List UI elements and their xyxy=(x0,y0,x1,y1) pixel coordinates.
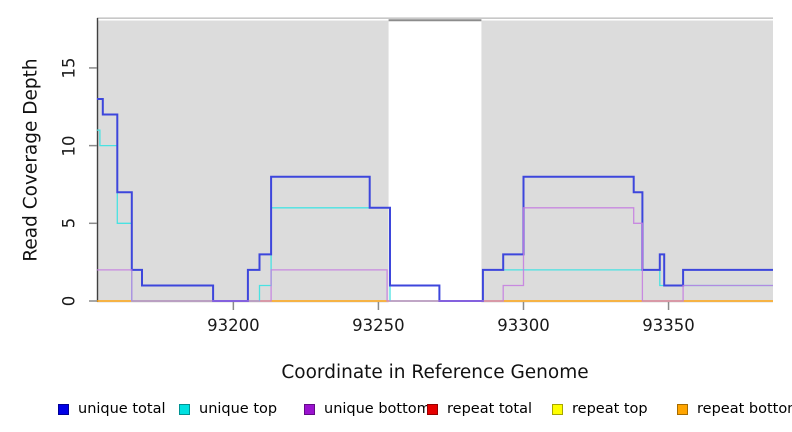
x-tick-label: 93250 xyxy=(352,316,405,335)
legend-item-unique-top: unique top xyxy=(179,401,277,417)
legend-label: unique total xyxy=(78,401,166,417)
legend-swatch-icon xyxy=(179,403,190,415)
y-tick-label: 10 xyxy=(59,135,79,157)
shaded-region xyxy=(97,20,389,303)
legend-swatch-icon xyxy=(304,403,315,415)
legend-item-repeat-bottom: repeat bottom xyxy=(677,401,792,417)
series-line-unique-top xyxy=(97,129,773,302)
y-tick-label: 0 xyxy=(59,295,79,307)
y-axis-label: Read Coverage Depth xyxy=(20,58,42,262)
series-line-unique-total xyxy=(97,98,773,302)
legend-label: repeat total xyxy=(447,401,533,417)
legend-item-repeat-total: repeat total xyxy=(427,401,532,417)
legend-swatch-icon xyxy=(677,403,688,415)
legend-label: unique top xyxy=(199,401,278,417)
legend-label: repeat top xyxy=(572,401,648,417)
y-tick-label: 15 xyxy=(59,57,79,79)
legend-item-unique-bottom: unique bottom xyxy=(304,401,431,417)
legend-label: repeat bottom xyxy=(697,401,792,417)
legend-label: unique bottom xyxy=(324,401,431,417)
x-tick-label: 93350 xyxy=(642,316,695,335)
series-line-unique-bottom xyxy=(97,207,773,302)
legend-swatch-icon xyxy=(427,403,438,415)
shaded-region xyxy=(481,20,773,303)
x-tick-label: 93300 xyxy=(497,316,550,335)
x-tick-label: 93200 xyxy=(207,316,260,335)
x-axis-label: Coordinate in Reference Genome xyxy=(281,362,589,383)
legend-item-unique-total: unique total xyxy=(58,401,166,417)
y-tick-label: 5 xyxy=(59,218,79,229)
legend-swatch-icon xyxy=(58,403,69,415)
legend-swatch-icon xyxy=(552,403,563,415)
legend-item-repeat-top: repeat top xyxy=(552,401,648,417)
